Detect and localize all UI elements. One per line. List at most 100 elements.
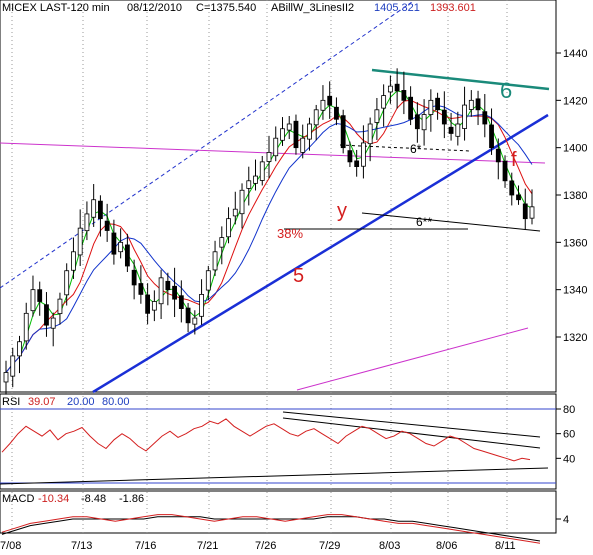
candle-body <box>259 161 265 181</box>
date-tick-label: 7/21 <box>197 540 218 552</box>
macd-v3: -1.86 <box>119 493 144 505</box>
date-tick-label: 7/08 <box>0 540 21 552</box>
candle-body <box>421 114 427 131</box>
label-38pct: 38% <box>277 226 303 241</box>
candle-body <box>516 194 521 201</box>
date-axis: 7/08 7/13 7/16 7/21 7/26 7/29 8/03 8/06 8/11 <box>0 540 516 552</box>
candle-body <box>293 120 299 149</box>
candle-body <box>111 232 117 255</box>
header-close: C=1375.540 <box>196 2 256 14</box>
candle-body <box>361 142 366 167</box>
date-tick-label: 7/13 <box>71 540 92 552</box>
candle-body <box>151 301 157 311</box>
label-6-dstar: 6** <box>416 215 432 229</box>
header-symbol: MICEX LAST-120 min <box>2 2 110 14</box>
magenta-line-lower <box>296 327 529 391</box>
candle-body <box>266 151 272 162</box>
candle-body <box>172 285 177 300</box>
candle-body <box>57 298 63 315</box>
macd-label: MACD <box>2 493 34 505</box>
price-axis: 1320 1340 1360 1380 1400 1420 1440 <box>556 48 587 344</box>
candle-body <box>10 355 16 377</box>
candle-body <box>91 199 97 218</box>
candle-body <box>131 269 137 286</box>
rsi-tick-label: 40 <box>563 453 575 465</box>
rsi-axis: 80 60 40 <box>556 404 575 465</box>
candle-body <box>529 206 535 219</box>
candle-body <box>374 109 380 123</box>
candle-body <box>414 114 420 130</box>
macd-axis: 4 <box>556 514 569 526</box>
label-y: y <box>337 200 347 222</box>
candle-body <box>307 123 312 140</box>
candle-body <box>340 115 346 149</box>
rsi-trend-top <box>282 411 541 438</box>
candle-body <box>232 208 238 217</box>
header-indicator: ABillW_3LinesII2 <box>271 2 354 14</box>
candle-body <box>145 294 151 314</box>
candle-body <box>185 307 191 324</box>
candle-body <box>118 241 124 253</box>
resistance-6 <box>371 68 550 91</box>
price-tick-label: 1340 <box>563 285 587 297</box>
candle-body <box>124 244 130 267</box>
candle-body <box>502 160 508 182</box>
candle-body <box>522 203 528 220</box>
rsi-trend-bottom <box>0 467 549 485</box>
candle-body <box>320 99 326 111</box>
candle-body <box>246 180 252 189</box>
price-tick-label: 1440 <box>563 48 587 60</box>
macd-v1: -10.34 <box>38 493 69 505</box>
candle-body <box>226 218 231 238</box>
candle-body <box>381 95 387 109</box>
candle-body <box>327 95 333 106</box>
candle-body <box>30 289 36 312</box>
macd-v2: -8.48 <box>81 493 106 505</box>
price-tick-label: 1400 <box>563 143 587 155</box>
candle-body <box>313 109 319 126</box>
candle-body <box>435 97 440 111</box>
price-panel <box>0 0 557 393</box>
candle-body <box>23 312 29 342</box>
candle-body <box>347 150 353 163</box>
macd-line <box>1 514 541 544</box>
candle-body <box>448 126 454 134</box>
date-tick-label: 7/29 <box>319 540 340 552</box>
candle-body <box>37 289 43 302</box>
candle-body <box>509 180 515 196</box>
candle-body <box>286 123 292 131</box>
rsi-v3: 80.00 <box>102 396 130 408</box>
rsi-line <box>1 418 531 462</box>
label-6-star: 6* <box>410 142 422 156</box>
candle-body <box>401 90 407 101</box>
candle-body <box>300 137 306 153</box>
header-val2: 1393.601 <box>430 2 476 14</box>
candle-body <box>455 123 461 137</box>
price-tick-label: 1420 <box>563 95 587 107</box>
candle-body <box>165 280 171 291</box>
candle-body <box>138 283 144 295</box>
price-tick-label: 1380 <box>563 190 587 202</box>
candle-body <box>280 128 285 141</box>
rsi-tick-label: 80 <box>563 404 575 416</box>
date-tick-label: 7/16 <box>135 540 156 552</box>
candle-body <box>394 83 400 92</box>
candle-body <box>239 189 245 215</box>
rsi-trend-mid <box>282 417 541 449</box>
candle-body <box>482 111 488 125</box>
candle-body <box>334 106 339 120</box>
candle-body <box>64 270 70 296</box>
date-tick-label: 8/03 <box>379 540 400 552</box>
price-tick-label: 1320 <box>563 332 587 344</box>
candle-body <box>428 99 434 115</box>
candles <box>3 68 535 395</box>
macd-tick-label: 4 <box>563 514 569 526</box>
candle-body <box>17 341 22 357</box>
candle-body <box>77 227 83 256</box>
label-5: 5 <box>293 265 304 287</box>
candle-body <box>178 295 184 309</box>
candle-body <box>253 175 258 184</box>
date-tick-label: 8/11 <box>495 540 516 552</box>
candle-body <box>354 160 360 167</box>
trendline-5 <box>92 113 549 394</box>
